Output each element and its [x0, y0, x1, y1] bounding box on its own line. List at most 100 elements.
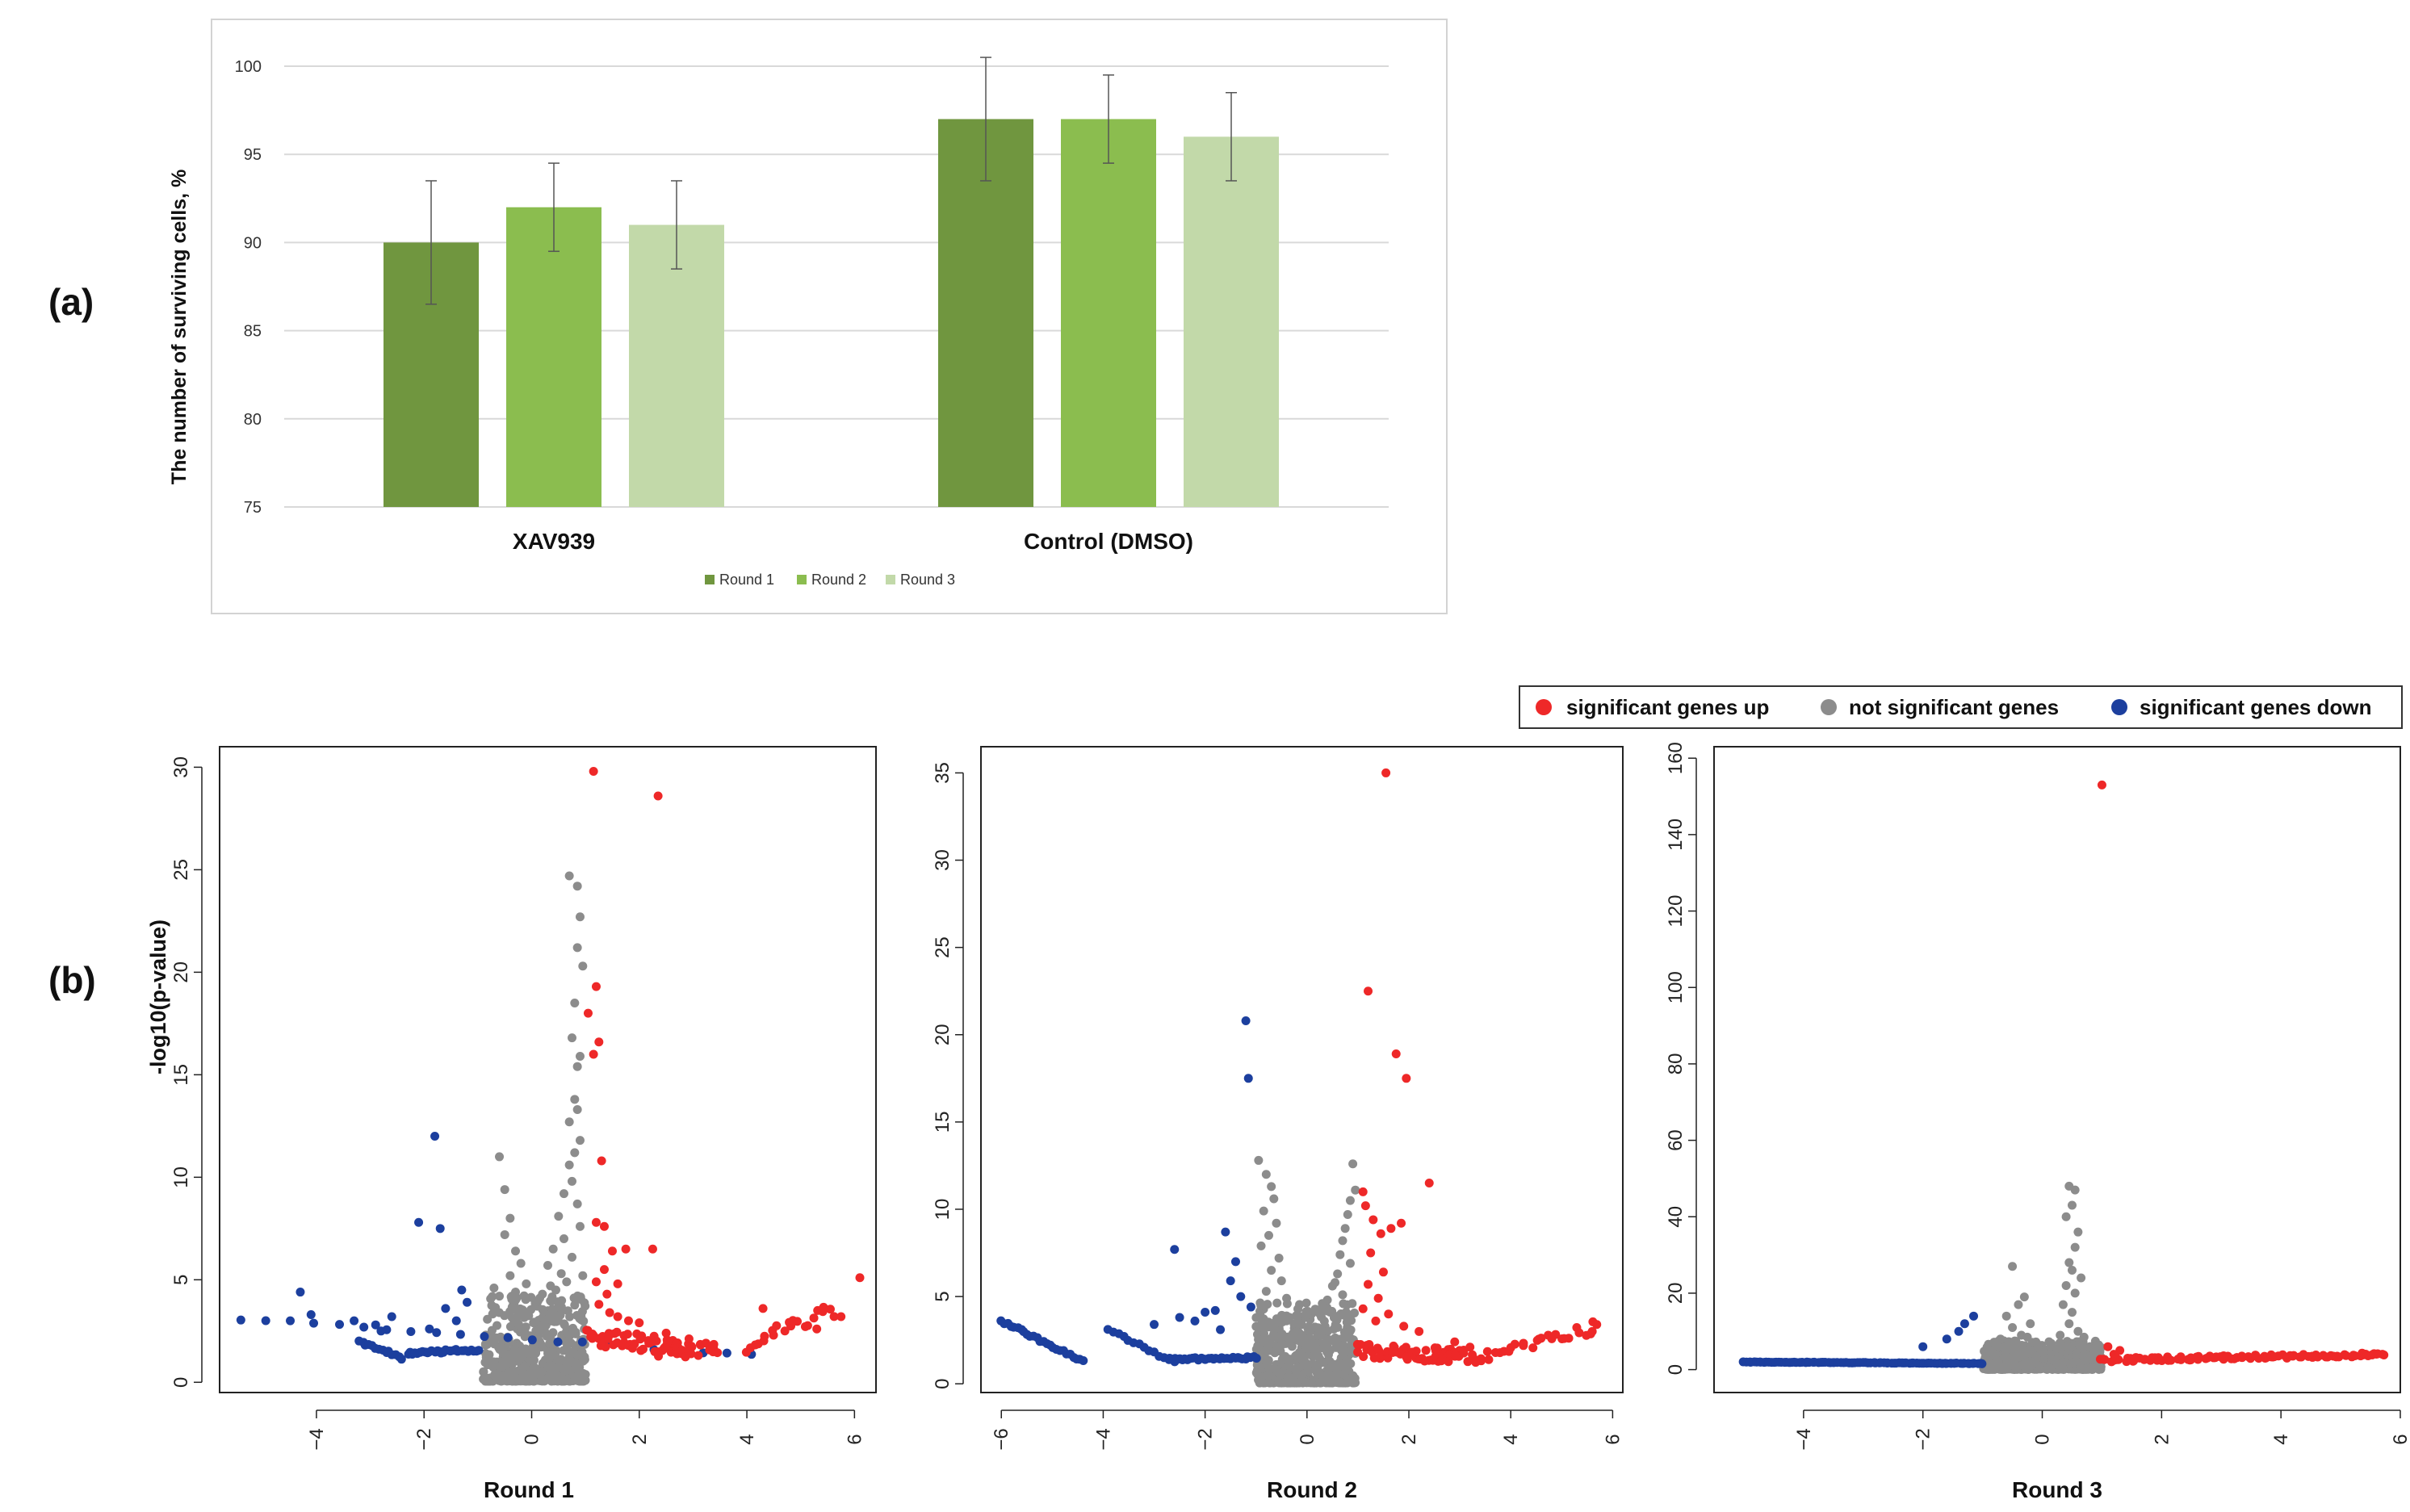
volcano-title: Round 2: [1267, 1477, 1357, 1502]
point-not-significant: [1351, 1185, 1360, 1195]
point-not-significant: [1348, 1159, 1358, 1169]
legend-swatch-round-1: [705, 575, 715, 584]
point-not-significant: [1318, 1299, 1327, 1309]
point-significant-down: [435, 1224, 445, 1233]
bar-y-axis-label: The number of surviving cells, %: [168, 170, 191, 484]
point-not-significant: [2077, 1273, 2086, 1283]
point-not-significant: [518, 1351, 527, 1361]
point-significant-up: [1411, 1347, 1421, 1356]
legend-label-not-significant: not significant genes: [1849, 695, 2059, 719]
point-significant-down: [406, 1327, 416, 1337]
volcano-y-tick-label: 40: [1665, 1206, 1687, 1228]
point-significant-up: [2378, 1350, 2387, 1359]
point-significant-up: [613, 1312, 622, 1321]
point-significant-up: [2251, 1351, 2261, 1360]
point-significant-down: [474, 1346, 484, 1355]
point-significant-up: [2097, 780, 2106, 790]
point-significant-up: [1484, 1355, 1494, 1364]
bar-y-tick-label: 95: [244, 146, 262, 164]
point-not-significant: [1347, 1373, 1356, 1383]
point-significant-up: [621, 1244, 631, 1254]
point-not-significant: [2079, 1332, 2089, 1342]
volcano-x-tick-label: 2: [629, 1434, 651, 1444]
point-significant-down: [1918, 1342, 1928, 1351]
point-not-significant: [1269, 1319, 1279, 1329]
point-significant-up: [713, 1348, 723, 1358]
point-not-significant: [578, 1271, 588, 1280]
point-significant-up: [1368, 1215, 1378, 1225]
point-not-significant: [2073, 1227, 2083, 1237]
point-not-significant: [522, 1279, 531, 1288]
point-significant-up: [1402, 1074, 1411, 1083]
point-not-significant: [2067, 1308, 2077, 1317]
bar-y-tick-label: 75: [244, 499, 262, 517]
point-not-significant: [572, 1199, 582, 1208]
volcano-x-tick-label: −2: [413, 1428, 435, 1450]
point-significant-down: [396, 1355, 406, 1364]
point-not-significant: [575, 1221, 585, 1231]
point-significant-up: [1373, 1293, 1383, 1303]
point-significant-up: [612, 1327, 622, 1337]
point-significant-up: [2349, 1351, 2358, 1360]
point-not-significant: [575, 1051, 585, 1061]
volcano-x-tick-label: 4: [1500, 1434, 1522, 1444]
point-not-significant: [484, 1350, 494, 1359]
point-significant-down: [1079, 1356, 1088, 1366]
point-significant-down: [387, 1312, 396, 1321]
volcano-legend-frame: [1519, 685, 2403, 729]
point-not-significant: [554, 1212, 564, 1221]
point-not-significant: [489, 1283, 499, 1292]
point-not-significant: [1251, 1313, 1261, 1322]
point-not-significant: [505, 1271, 515, 1280]
volcano-x-tick-label: 6: [844, 1434, 866, 1444]
point-significant-up: [701, 1338, 710, 1348]
point-significant-up: [589, 766, 598, 776]
point-not-significant: [576, 1376, 586, 1386]
point-not-significant: [1343, 1209, 1352, 1219]
point-not-significant: [479, 1368, 488, 1377]
volcano-x-tick-label: 0: [1297, 1434, 1318, 1444]
point-significant-down: [1201, 1308, 1210, 1317]
point-not-significant: [520, 1327, 530, 1337]
point-not-significant: [557, 1296, 567, 1305]
point-significant-down: [432, 1328, 442, 1338]
volcano-x-tick-label: −4: [1092, 1428, 1114, 1450]
volcano-frame: [219, 746, 877, 1393]
bar: [629, 224, 724, 507]
point-significant-up: [2166, 1355, 2176, 1365]
point-not-significant: [563, 1306, 572, 1316]
point-not-significant: [481, 1357, 491, 1367]
volcano-y-tick-label: 35: [932, 762, 954, 784]
point-significant-up: [2109, 1350, 2119, 1359]
point-not-significant: [531, 1347, 541, 1356]
point-not-significant: [572, 1062, 582, 1071]
point-significant-up: [594, 1037, 604, 1047]
point-significant-down: [1216, 1325, 1226, 1334]
point-significant-up: [663, 1338, 673, 1347]
point-not-significant: [505, 1213, 515, 1223]
point-not-significant: [1339, 1310, 1348, 1320]
point-not-significant: [1294, 1317, 1304, 1327]
point-significant-down: [359, 1322, 369, 1332]
volcano-y-axis-label: -log10(p-value): [146, 919, 170, 1074]
volcano-frame: [980, 746, 1624, 1393]
volcano-plot-round-3: Round 3 0 20 40 60 80 100 120 140 160 −4 −2 0 2 4 6: [1665, 742, 2410, 1502]
bar-legend: Round 1 Round 2 Round 3: [705, 572, 955, 588]
point-not-significant: [483, 1376, 492, 1386]
point-significant-up: [591, 1277, 601, 1287]
point-significant-down: [503, 1333, 513, 1342]
point-significant-up: [1519, 1338, 1528, 1348]
point-not-significant: [1335, 1250, 1345, 1259]
point-not-significant: [567, 1176, 576, 1186]
point-significant-down: [1150, 1320, 1159, 1330]
point-not-significant: [505, 1372, 515, 1381]
point-not-significant: [1285, 1360, 1294, 1370]
point-significant-up: [829, 1312, 839, 1321]
point-significant-down: [286, 1316, 295, 1326]
point-not-significant: [513, 1320, 523, 1330]
point-not-significant: [578, 961, 588, 971]
point-not-significant: [2063, 1341, 2073, 1351]
point-not-significant: [1254, 1155, 1264, 1165]
legend-dot-down: [2111, 699, 2127, 715]
point-significant-up: [2288, 1351, 2298, 1361]
